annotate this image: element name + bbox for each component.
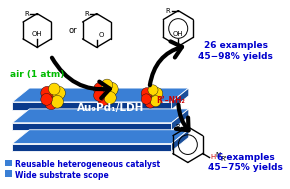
- Text: air (1 atm): air (1 atm): [10, 70, 64, 79]
- Polygon shape: [12, 102, 171, 110]
- Circle shape: [52, 86, 65, 100]
- Text: 6 examples: 6 examples: [217, 153, 274, 162]
- Text: OH: OH: [173, 31, 184, 37]
- Circle shape: [145, 97, 156, 108]
- Circle shape: [51, 95, 64, 108]
- Circle shape: [45, 97, 57, 110]
- Text: R: R: [25, 11, 30, 17]
- Polygon shape: [171, 130, 189, 151]
- Text: OH: OH: [32, 31, 42, 37]
- Text: 26 examples: 26 examples: [204, 41, 268, 50]
- Circle shape: [94, 89, 105, 101]
- Text: 45−98% yields: 45−98% yields: [198, 52, 273, 61]
- Text: 45−75% yields: 45−75% yields: [208, 163, 283, 172]
- Polygon shape: [12, 88, 189, 102]
- Polygon shape: [171, 88, 189, 110]
- Circle shape: [105, 82, 118, 96]
- FancyArrowPatch shape: [176, 105, 189, 130]
- Circle shape: [99, 85, 114, 101]
- Text: Wide substrate scope: Wide substrate scope: [15, 171, 109, 180]
- FancyArrowPatch shape: [150, 41, 182, 85]
- Text: O: O: [99, 33, 104, 38]
- FancyBboxPatch shape: [6, 160, 12, 167]
- Text: or: or: [68, 26, 77, 35]
- Polygon shape: [171, 109, 189, 130]
- Polygon shape: [12, 109, 189, 123]
- Polygon shape: [12, 130, 189, 144]
- Text: Au₉Pd₁/LDH: Au₉Pd₁/LDH: [77, 103, 145, 113]
- Text: R’–NH₂: R’–NH₂: [156, 96, 185, 105]
- Text: Reusable heterogeneous catalyst: Reusable heterogeneous catalyst: [15, 160, 160, 169]
- Text: R: R: [166, 8, 171, 14]
- Circle shape: [46, 89, 61, 105]
- Circle shape: [150, 96, 161, 107]
- Text: N: N: [215, 152, 220, 158]
- Polygon shape: [12, 123, 171, 130]
- Text: R: R: [84, 11, 89, 17]
- FancyArrowPatch shape: [52, 58, 110, 98]
- Circle shape: [151, 88, 163, 99]
- Text: H: H: [211, 153, 216, 160]
- Circle shape: [101, 79, 113, 91]
- Circle shape: [148, 85, 158, 95]
- Circle shape: [98, 93, 110, 106]
- Circle shape: [94, 82, 107, 96]
- Circle shape: [104, 91, 116, 104]
- Circle shape: [141, 94, 151, 104]
- Text: R': R': [220, 156, 227, 162]
- Circle shape: [41, 86, 54, 100]
- Circle shape: [48, 83, 60, 95]
- FancyBboxPatch shape: [6, 170, 12, 177]
- Circle shape: [41, 93, 52, 105]
- Text: R: R: [175, 124, 180, 130]
- Polygon shape: [12, 144, 171, 151]
- Circle shape: [141, 88, 153, 99]
- Circle shape: [146, 90, 159, 104]
